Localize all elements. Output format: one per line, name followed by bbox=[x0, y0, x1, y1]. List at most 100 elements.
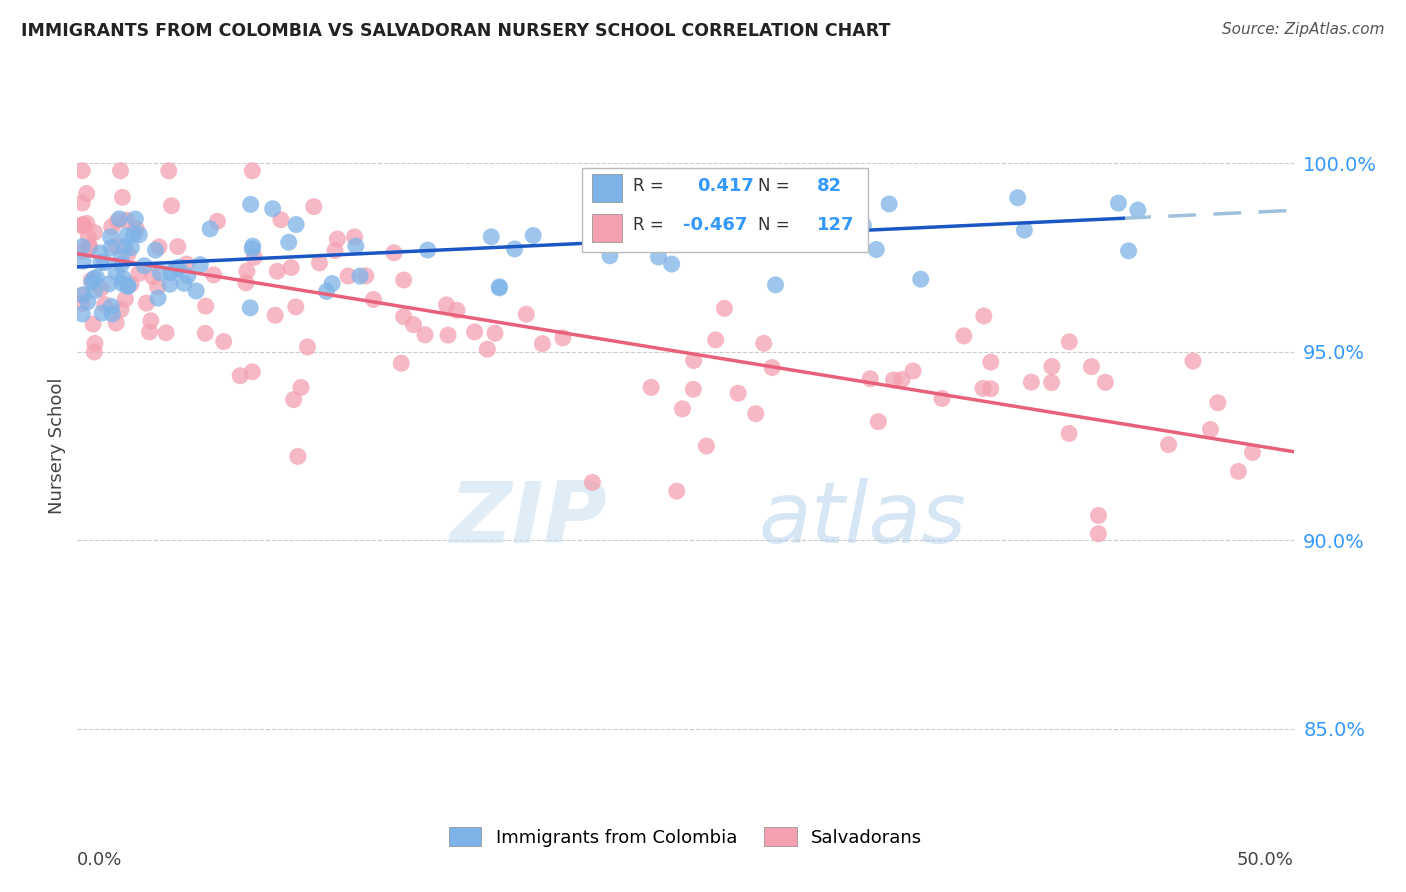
Point bbox=[91, 306, 114, 320]
Point bbox=[1087, 526, 1109, 541]
Point bbox=[159, 277, 181, 292]
Point bbox=[110, 258, 132, 272]
Point bbox=[464, 325, 486, 339]
Text: 0.417: 0.417 bbox=[697, 177, 755, 194]
Point bbox=[765, 277, 787, 292]
Point bbox=[202, 268, 225, 282]
FancyBboxPatch shape bbox=[582, 168, 868, 252]
Y-axis label: Nursery School: Nursery School bbox=[48, 377, 66, 515]
Point bbox=[114, 292, 136, 306]
Point bbox=[110, 163, 132, 178]
Point bbox=[297, 340, 319, 354]
Point bbox=[280, 260, 302, 275]
Text: Source: ZipAtlas.com: Source: ZipAtlas.com bbox=[1222, 22, 1385, 37]
Point bbox=[139, 314, 162, 328]
Point bbox=[436, 298, 458, 312]
Point bbox=[76, 216, 98, 230]
Point bbox=[117, 278, 139, 293]
Point bbox=[262, 202, 284, 216]
Text: ZIP: ZIP bbox=[449, 477, 606, 561]
Text: -0.467: -0.467 bbox=[683, 216, 748, 235]
Point bbox=[1118, 244, 1140, 258]
Point bbox=[105, 214, 128, 228]
Point bbox=[349, 269, 371, 284]
Point bbox=[1157, 437, 1180, 451]
Point bbox=[188, 258, 211, 272]
Point bbox=[531, 336, 554, 351]
Point bbox=[117, 247, 139, 261]
Point bbox=[70, 163, 93, 178]
Point bbox=[105, 316, 128, 330]
FancyBboxPatch shape bbox=[592, 214, 623, 242]
Point bbox=[671, 401, 693, 416]
Point bbox=[302, 200, 325, 214]
Point bbox=[243, 250, 266, 264]
Point bbox=[110, 302, 132, 317]
Point bbox=[80, 276, 103, 290]
Point bbox=[83, 345, 105, 359]
Point bbox=[640, 380, 662, 394]
Point bbox=[186, 284, 208, 298]
Point bbox=[124, 211, 146, 226]
Point bbox=[157, 163, 180, 178]
Point bbox=[229, 368, 252, 383]
Point bbox=[661, 257, 683, 271]
Point bbox=[72, 288, 94, 302]
Point bbox=[695, 439, 717, 453]
Point bbox=[413, 327, 436, 342]
Point bbox=[599, 249, 621, 263]
Point bbox=[1199, 422, 1222, 436]
Point bbox=[145, 243, 167, 257]
Point bbox=[198, 222, 221, 236]
Point bbox=[682, 353, 704, 368]
Point bbox=[155, 326, 177, 340]
Point bbox=[647, 250, 669, 264]
Point bbox=[488, 280, 510, 294]
FancyBboxPatch shape bbox=[592, 174, 623, 202]
Point bbox=[287, 450, 309, 464]
Point bbox=[148, 240, 170, 254]
Point bbox=[125, 221, 148, 235]
Point bbox=[120, 277, 142, 292]
Point bbox=[277, 235, 299, 250]
Text: R =: R = bbox=[633, 177, 664, 194]
Point bbox=[240, 163, 263, 178]
Point bbox=[389, 356, 412, 370]
Point bbox=[100, 300, 122, 314]
Point bbox=[70, 218, 93, 232]
Point bbox=[117, 279, 139, 293]
Point bbox=[308, 256, 330, 270]
Point bbox=[120, 241, 142, 255]
Point bbox=[149, 266, 172, 280]
Point bbox=[80, 273, 103, 287]
Point bbox=[901, 364, 924, 378]
Point bbox=[72, 254, 94, 268]
Point bbox=[752, 336, 775, 351]
Point bbox=[522, 228, 544, 243]
Point bbox=[176, 257, 198, 271]
Point bbox=[79, 239, 101, 253]
Point bbox=[761, 360, 783, 375]
Point bbox=[111, 190, 134, 204]
Point bbox=[83, 284, 105, 298]
Text: IMMIGRANTS FROM COLOMBIA VS SALVADORAN NURSERY SCHOOL CORRELATION CHART: IMMIGRANTS FROM COLOMBIA VS SALVADORAN N… bbox=[21, 22, 890, 40]
Point bbox=[479, 229, 502, 244]
Point bbox=[93, 297, 115, 311]
Point bbox=[337, 268, 360, 283]
Point bbox=[890, 372, 912, 386]
Point bbox=[194, 299, 217, 313]
Point bbox=[1241, 445, 1264, 459]
Point bbox=[1080, 359, 1102, 374]
Point bbox=[70, 288, 93, 302]
Point bbox=[77, 230, 100, 244]
Point bbox=[551, 331, 574, 345]
Point bbox=[382, 245, 405, 260]
Point bbox=[83, 272, 105, 286]
Point bbox=[416, 243, 439, 257]
Point bbox=[83, 336, 105, 351]
Point bbox=[167, 260, 190, 275]
Point bbox=[86, 270, 108, 285]
Point bbox=[70, 296, 93, 310]
Point bbox=[581, 475, 603, 490]
Point bbox=[1206, 396, 1229, 410]
